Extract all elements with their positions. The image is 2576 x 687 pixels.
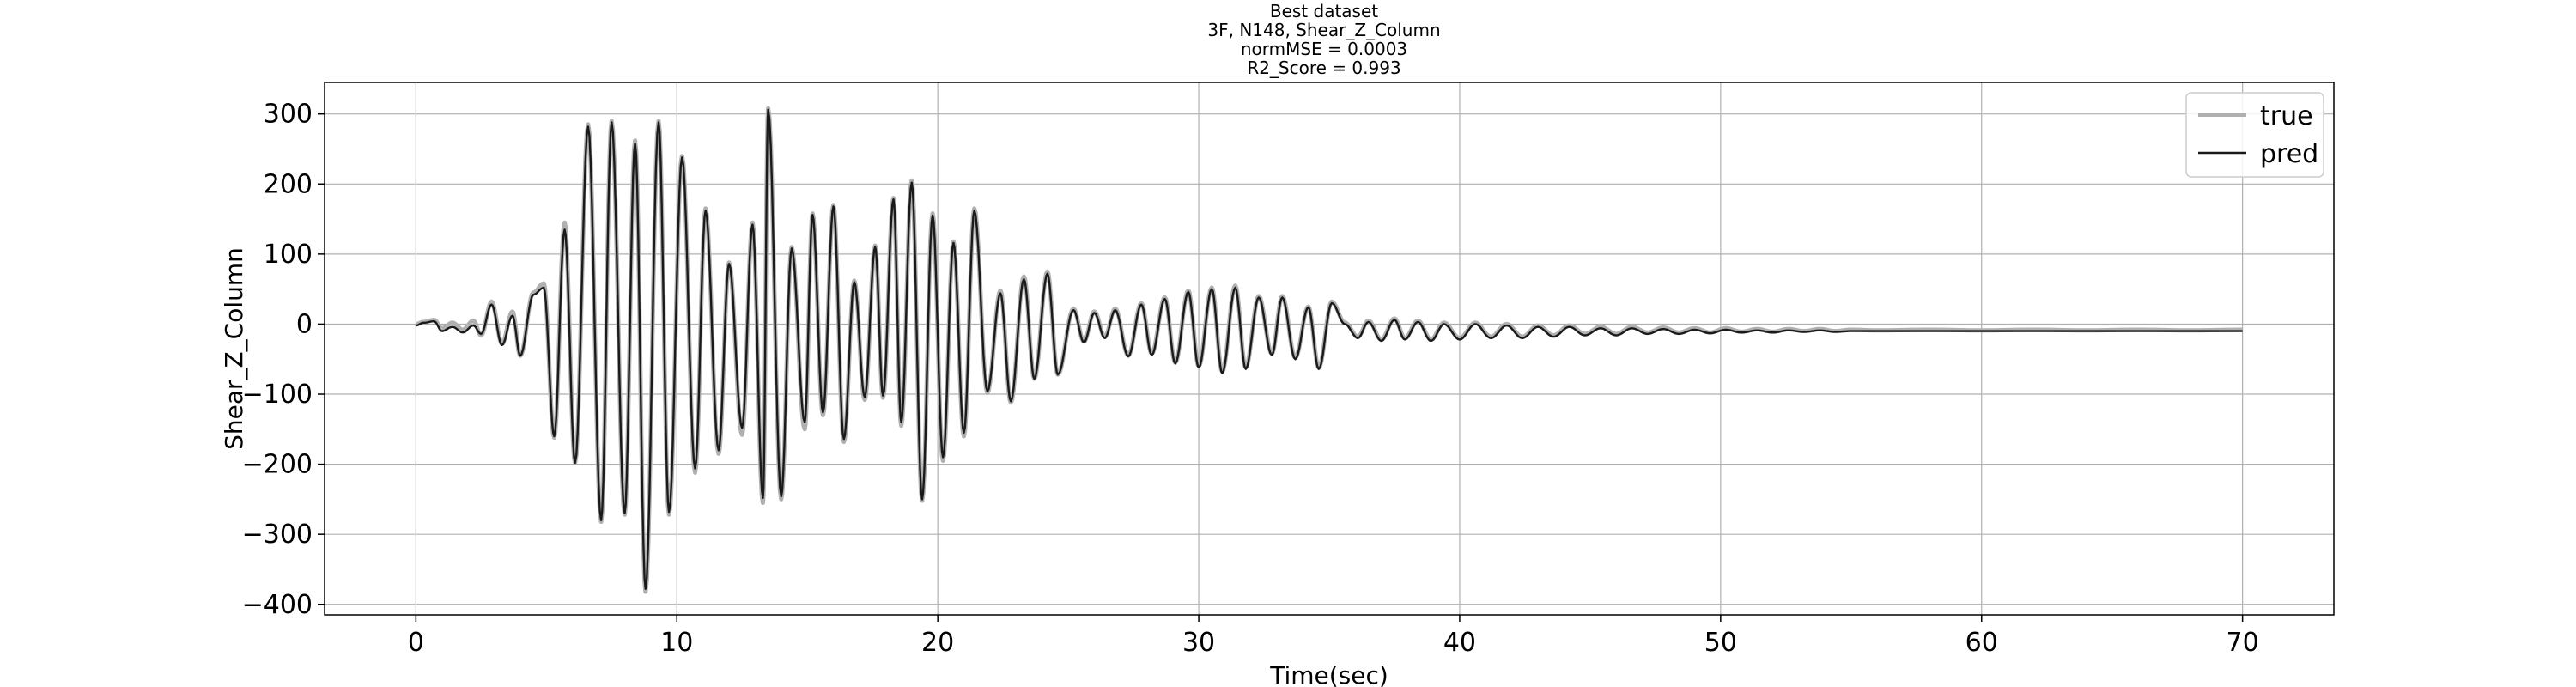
- y-tick-label: 0: [296, 309, 313, 339]
- x-tick-label: 70: [2227, 628, 2259, 658]
- series-lines: [414, 106, 2243, 594]
- legend: true pred: [2185, 92, 2324, 178]
- y-tick-label: 100: [264, 240, 313, 270]
- x-tick-label: 20: [921, 628, 954, 658]
- chart-title: Best dataset 3F, N148, Shear_Z_Column no…: [1207, 1, 1440, 78]
- x-tick-label: 60: [1965, 628, 1998, 658]
- x-axis-label: Time(sec): [1269, 661, 1388, 687]
- plot-frame: [324, 82, 2335, 616]
- y-tick-label: 300: [264, 100, 313, 130]
- title-line-3: normMSE = 0.0003: [1241, 39, 1407, 59]
- title-line-2: 3F, N148, Shear_Z_Column: [1207, 20, 1440, 40]
- title-line-1: Best dataset: [1270, 1, 1378, 21]
- legend-pred-label: pred: [2260, 139, 2318, 169]
- title-line-4: R2_Score = 0.993: [1247, 58, 1400, 78]
- x-tick-label: 0: [408, 628, 424, 658]
- grid: [325, 82, 2334, 615]
- y-axis-ticks: −400 −300 −200 −100 0 100 200 300: [242, 100, 325, 620]
- y-tick-label: −400: [242, 590, 313, 620]
- series-line-true: [414, 106, 2243, 594]
- y-tick-label: −200: [242, 450, 313, 480]
- legend-true-label: true: [2260, 101, 2313, 131]
- x-tick-label: 40: [1443, 628, 1476, 658]
- x-axis-ticks: 0 10 20 30 40 50 60 70: [408, 615, 2259, 658]
- y-tick-label: −300: [242, 520, 313, 550]
- y-tick-label: −100: [242, 380, 313, 410]
- y-axis-label: Shear_Z_Column: [220, 247, 248, 450]
- x-tick-label: 10: [660, 628, 693, 658]
- x-tick-label: 30: [1182, 628, 1215, 658]
- series-line-pred: [416, 108, 2243, 590]
- y-tick-label: 200: [264, 169, 313, 199]
- x-tick-label: 50: [1704, 628, 1737, 658]
